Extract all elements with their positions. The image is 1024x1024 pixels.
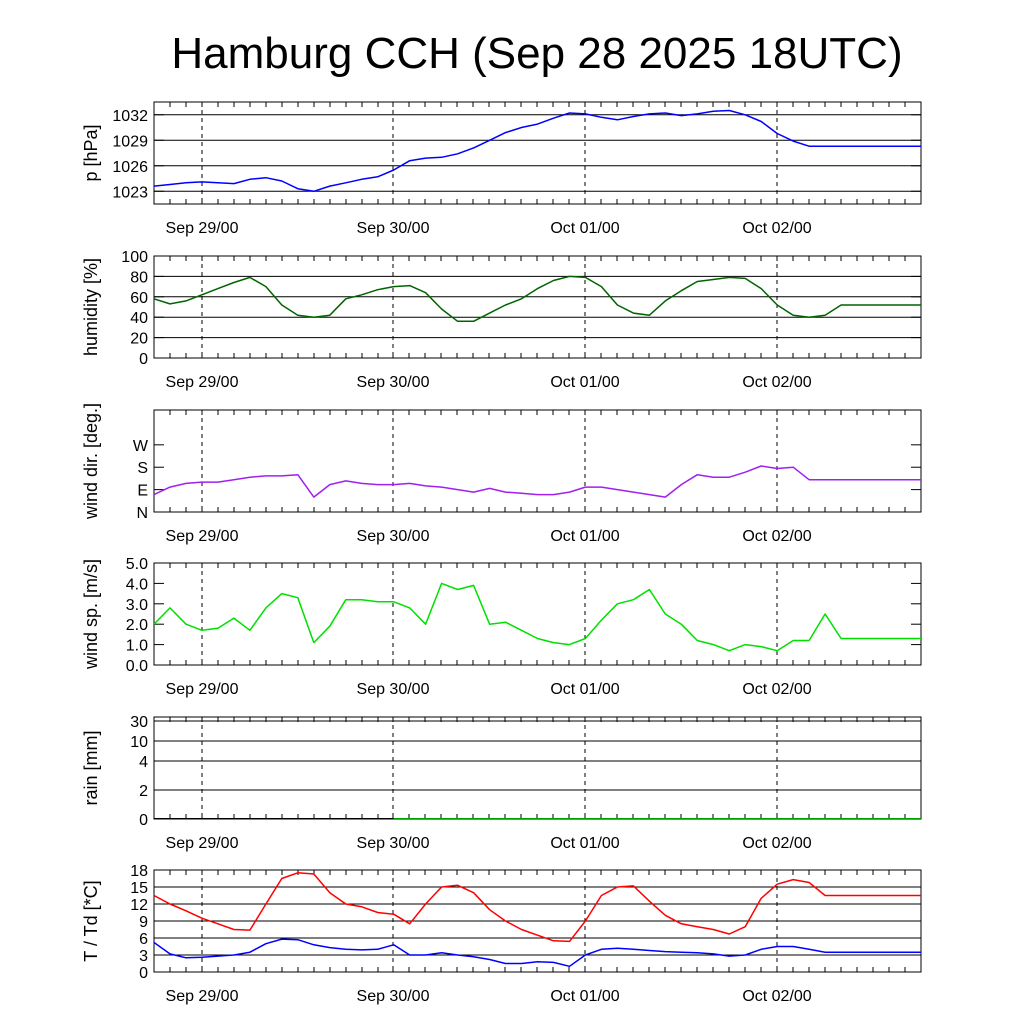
x-tick-label: Oct 01/00 [550, 681, 619, 698]
panel-4: 0.0 1.0 2.0 3.0 4.0 5.0 wind sp. [m/s] Sep 29/0… [81, 556, 922, 698]
y-tick-label: 80 [130, 269, 148, 286]
y-tick-label: 3.0 [126, 597, 148, 614]
y-tick-label: 1026 [112, 159, 148, 176]
x-tick-label: Oct 01/00 [550, 528, 619, 545]
y-tick-label: 18 [130, 863, 148, 880]
x-tick-label: Oct 02/00 [742, 528, 811, 545]
y-tick-label: 4.0 [126, 576, 148, 593]
x-tick-label: Sep 30/00 [357, 220, 430, 237]
y-tick-label: 12 [130, 897, 148, 914]
y-tick-label: 9 [139, 914, 148, 931]
x-tick-label: Sep 30/00 [357, 528, 430, 545]
y-tick-label: 0 [139, 965, 148, 982]
x-tick-label: Sep 29/00 [166, 528, 239, 545]
y-tick-label: 0.0 [126, 658, 148, 675]
y-tick-label: 100 [121, 249, 148, 266]
y-tick-label: 5.0 [126, 556, 148, 573]
x-tick-label: Sep 30/00 [357, 681, 430, 698]
y-tick-label: 2 [139, 783, 148, 800]
y-tick-label: 1029 [112, 133, 148, 150]
y-tick-label: 2.0 [126, 617, 148, 634]
x-tick-label: Oct 02/00 [742, 988, 811, 1005]
x-tick-label: Sep 29/00 [166, 374, 239, 391]
x-tick-label: Sep 29/00 [166, 988, 239, 1005]
panel-5: 0 2 4 10 30 rain [mm] Sep 29/00 Sep 30/00 Oct 01… [81, 714, 922, 852]
y-tick-label: 0 [139, 351, 148, 368]
y-tick-label: 1.0 [126, 638, 148, 655]
panel-frame [153, 716, 922, 820]
y-axis-label: rain [mm] [81, 730, 101, 805]
x-tick-label: Oct 02/00 [742, 220, 811, 237]
panel-frame [153, 255, 922, 359]
y-tick-label: W [133, 438, 149, 455]
x-tick-label: Oct 01/00 [550, 835, 619, 852]
series-line [154, 109, 921, 193]
series-line [154, 872, 921, 943]
y-axis-label: wind sp. [m/s] [81, 559, 101, 670]
series-line [154, 582, 921, 652]
panel-frame [153, 562, 922, 666]
panel-1: 1023 1026 1029 1032 p [hPa] Sep 29/00 Sep 30/0… [81, 101, 922, 237]
y-tick-label: 4 [139, 754, 148, 771]
y-axis-label: wind dir. [deg.] [81, 403, 101, 520]
x-tick-label: Sep 30/00 [357, 988, 430, 1005]
y-tick-label: S [137, 460, 148, 477]
y-tick-label: 30 [130, 714, 148, 731]
panel-frame [153, 101, 922, 205]
y-tick-label: 15 [130, 880, 148, 897]
x-tick-label: Sep 30/00 [357, 374, 430, 391]
x-tick-label: Sep 29/00 [166, 220, 239, 237]
x-tick-label: Oct 02/00 [742, 374, 811, 391]
y-tick-label: E [137, 483, 148, 500]
y-tick-label: N [136, 505, 148, 522]
x-tick-label: Sep 30/00 [357, 835, 430, 852]
x-tick-label: Sep 29/00 [166, 681, 239, 698]
y-axis-label: T / Td [*C] [81, 880, 101, 961]
series-line [154, 275, 921, 323]
x-tick-label: Sep 29/00 [166, 835, 239, 852]
y-tick-label: 10 [130, 734, 148, 751]
series-line [154, 465, 921, 498]
y-tick-label: 20 [130, 331, 148, 348]
x-tick-label: Oct 02/00 [742, 835, 811, 852]
y-tick-label: 0 [139, 812, 148, 829]
x-tick-label: Oct 02/00 [742, 681, 811, 698]
y-axis-label: humidity [%] [81, 258, 101, 356]
y-tick-label: 1032 [112, 108, 148, 125]
x-tick-label: Oct 01/00 [550, 220, 619, 237]
panel-2: 0 20 40 60 80 100 humidity [%] Sep 29/00 Sep 30/… [81, 249, 922, 391]
y-tick-label: 40 [130, 310, 148, 327]
series-line [154, 938, 921, 968]
y-tick-label: 60 [130, 290, 148, 307]
y-axis-label: p [hPa] [81, 124, 101, 181]
x-tick-label: Oct 01/00 [550, 374, 619, 391]
y-tick-label: 6 [139, 931, 148, 948]
y-tick-label: 1023 [112, 184, 148, 201]
y-tick-label: 3 [139, 948, 148, 965]
chart-title: Hamburg CCH (Sep 28 2025 18UTC) [171, 29, 902, 78]
x-tick-label: Oct 01/00 [550, 988, 619, 1005]
panel-frame [153, 409, 922, 513]
